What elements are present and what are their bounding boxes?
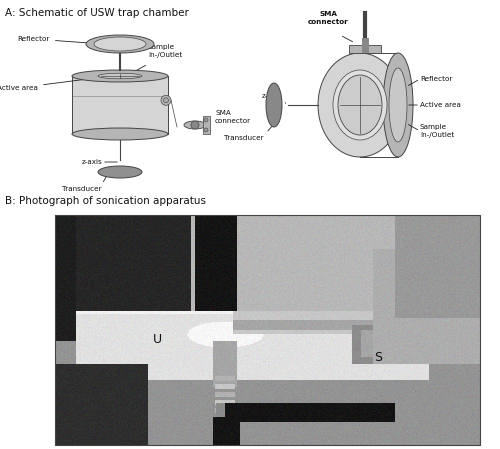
Bar [349,45,381,53]
Ellipse shape [86,35,154,53]
Ellipse shape [98,73,142,79]
Text: S: S [374,351,382,364]
Ellipse shape [389,68,407,142]
Text: SMA
connector: SMA connector [215,110,251,124]
Text: Active area: Active area [0,76,108,91]
Circle shape [161,95,171,106]
Ellipse shape [72,70,168,82]
Text: Sample
In-/Outlet: Sample In-/Outlet [420,124,454,138]
Text: Reflector: Reflector [420,76,452,82]
Bar [72,76,168,134]
Text: U: U [152,333,162,346]
Ellipse shape [98,166,142,178]
Circle shape [204,118,208,122]
Circle shape [204,128,208,132]
Text: Active area: Active area [420,102,461,108]
Text: Transducer: Transducer [224,135,264,141]
Circle shape [191,121,199,129]
Text: Transducer: Transducer [62,186,102,192]
Text: Reflector: Reflector [18,36,100,44]
Circle shape [164,98,168,103]
Ellipse shape [318,53,402,157]
Text: z-axis: z-axis [262,93,283,99]
Ellipse shape [333,70,387,140]
Bar [55,215,480,445]
Ellipse shape [72,128,168,140]
Text: B: Photograph of sonication apparatus: B: Photograph of sonication apparatus [5,196,206,206]
Text: A: Schematic of USW trap chamber: A: Schematic of USW trap chamber [5,8,189,18]
Bar [203,116,210,134]
Text: z-axis: z-axis [81,159,102,165]
Text: SMA
connector: SMA connector [308,12,348,25]
Ellipse shape [266,83,282,127]
Text: Sample
In-/Outlet: Sample In-/Outlet [148,44,182,58]
Ellipse shape [338,75,382,135]
Ellipse shape [383,53,413,157]
Ellipse shape [184,121,206,129]
Ellipse shape [94,37,146,51]
